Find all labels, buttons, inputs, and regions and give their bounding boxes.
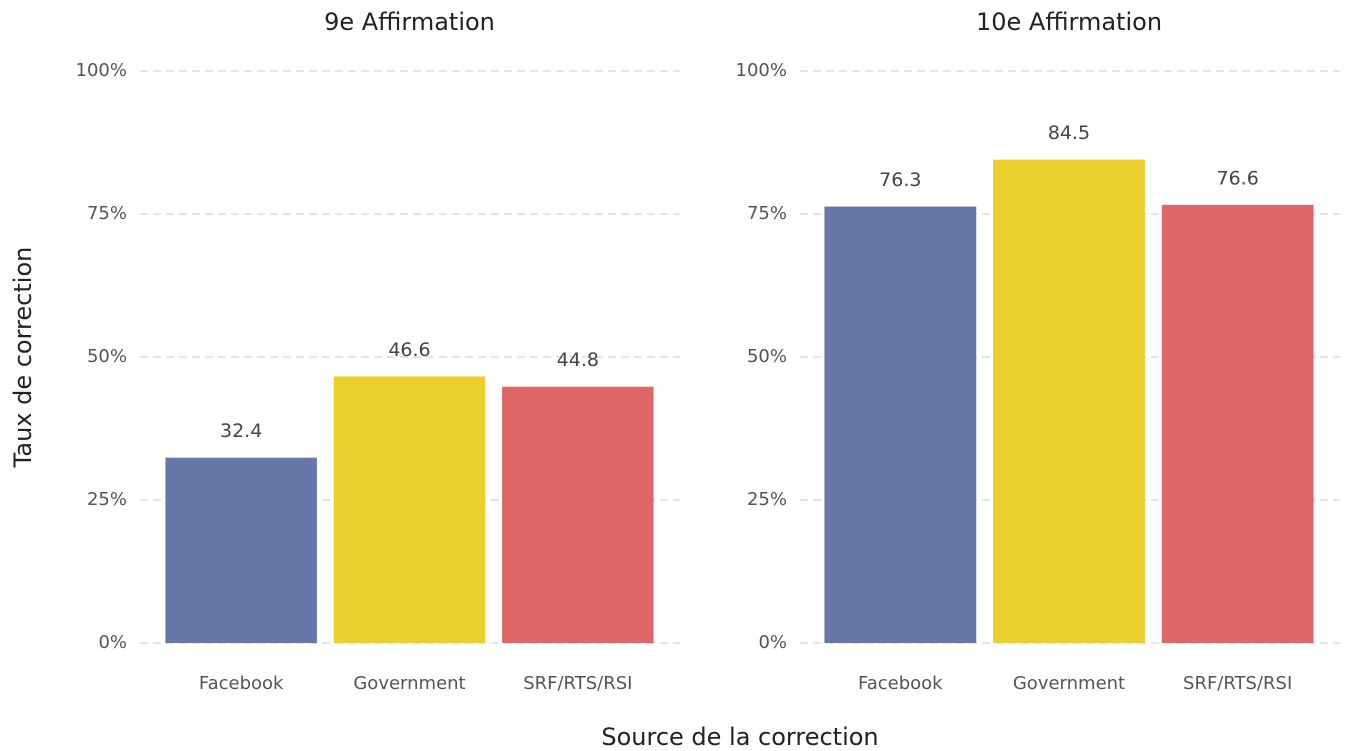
value-label: 76.3 xyxy=(879,169,921,191)
x-tick-label: SRF/RTS/RSI xyxy=(1183,673,1292,694)
x-tick-label: SRF/RTS/RSI xyxy=(523,673,632,694)
x-tick-label: Facebook xyxy=(858,673,943,694)
bar xyxy=(333,376,486,643)
value-label: 32.4 xyxy=(220,420,262,442)
y-tick-label: 100% xyxy=(76,60,127,81)
value-label: 84.5 xyxy=(1048,122,1090,144)
y-tick-label: 50% xyxy=(747,346,787,367)
y-tick-label: 25% xyxy=(747,489,787,510)
y-tick-label: 50% xyxy=(87,346,127,367)
y-tick-label: 0% xyxy=(98,632,127,653)
value-label: 76.6 xyxy=(1217,167,1259,189)
y-tick-label: 25% xyxy=(87,489,127,510)
y-axis-label: Taux de correction xyxy=(9,247,37,469)
bar xyxy=(165,457,317,643)
bar xyxy=(1161,204,1314,643)
value-label: 44.8 xyxy=(557,349,599,371)
bar xyxy=(993,159,1145,643)
x-tick-label: Facebook xyxy=(199,673,284,694)
panel-title: 10e Affirmation xyxy=(976,8,1162,36)
y-tick-label: 75% xyxy=(87,203,127,224)
y-tick-label: 75% xyxy=(747,203,787,224)
panel-title: 9e Affirmation xyxy=(324,8,495,36)
y-tick-label: 100% xyxy=(736,60,787,81)
x-axis-label: Source de la correction xyxy=(601,723,878,751)
value-label: 46.6 xyxy=(388,339,430,361)
x-tick-label: Government xyxy=(1013,673,1125,694)
x-tick-label: Government xyxy=(353,673,465,694)
y-tick-label: 0% xyxy=(758,632,787,653)
bar xyxy=(824,206,977,643)
bar xyxy=(502,386,654,643)
